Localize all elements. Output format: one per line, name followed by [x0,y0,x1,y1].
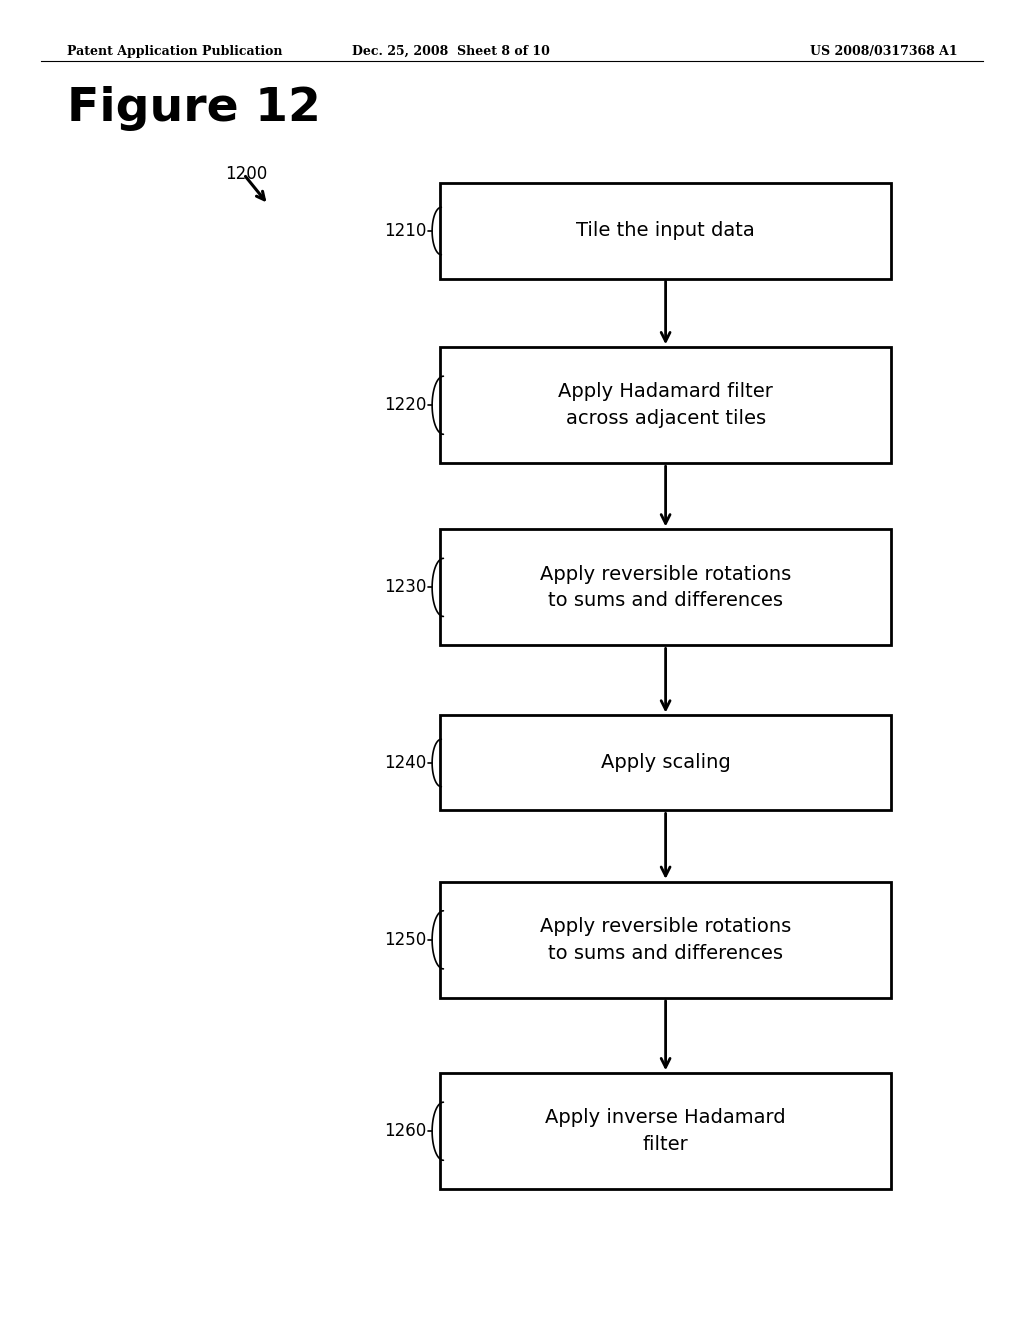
Text: 1220: 1220 [384,396,426,414]
Text: 1250: 1250 [384,931,426,949]
Text: 1230: 1230 [384,578,426,597]
Bar [440,529,891,645]
Bar [440,882,891,998]
Text: 1240: 1240 [384,754,426,772]
Bar [440,715,891,810]
Text: Apply inverse Hadamard
filter: Apply inverse Hadamard filter [546,1109,785,1154]
Text: 1260: 1260 [384,1122,426,1140]
Bar [440,1073,891,1189]
Text: 1200: 1200 [225,165,267,183]
Text: Apply reversible rotations
to sums and differences: Apply reversible rotations to sums and d… [540,917,792,962]
Text: Dec. 25, 2008  Sheet 8 of 10: Dec. 25, 2008 Sheet 8 of 10 [351,45,550,58]
Text: Apply scaling: Apply scaling [601,754,730,772]
Text: Tile the input data: Tile the input data [577,222,755,240]
Text: Apply reversible rotations
to sums and differences: Apply reversible rotations to sums and d… [540,565,792,610]
Text: Figure 12: Figure 12 [67,86,321,131]
Bar [440,347,891,463]
Text: US 2008/0317368 A1: US 2008/0317368 A1 [810,45,957,58]
Text: 1210: 1210 [384,222,426,240]
Text: Patent Application Publication: Patent Application Publication [67,45,282,58]
Bar [440,183,891,279]
Text: Apply Hadamard filter
across adjacent tiles: Apply Hadamard filter across adjacent ti… [558,383,773,428]
